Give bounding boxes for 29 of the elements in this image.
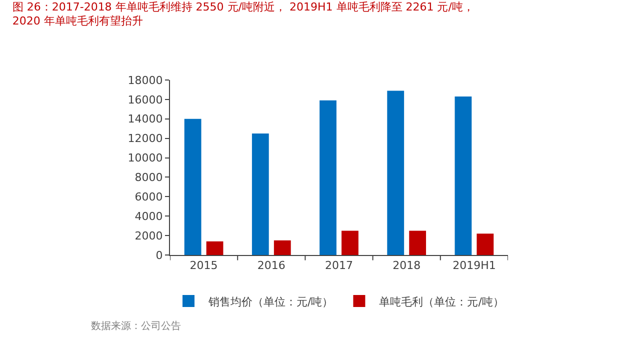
bar [409, 230, 426, 255]
y-tick-label: 10000 [128, 152, 163, 165]
source-note: 数据来源：公司公告 [91, 320, 181, 332]
bar [184, 118, 202, 255]
y-tick-label: 16000 [128, 93, 163, 106]
bar [476, 234, 494, 255]
x-tick-label: 2016 [257, 259, 286, 272]
y-tick-label: 6000 [134, 190, 163, 204]
y-tick-label: 8000 [134, 171, 163, 184]
y-tick-label: 12000 [128, 132, 163, 146]
y-tick-label: 0 [156, 248, 163, 262]
y-tick-label: 18000 [128, 74, 163, 87]
bar [342, 230, 358, 255]
bar [252, 133, 269, 255]
bar [320, 100, 336, 255]
bar [274, 240, 291, 255]
legend-label: 销售均价（单位：元/吨） [208, 295, 334, 308]
x-tick-label: 2018 [392, 259, 421, 272]
bar [454, 96, 472, 255]
y-tick-label: 4000 [134, 210, 163, 223]
x-tick-label: 2015 [190, 259, 218, 272]
x-tick-label: 2017 [325, 259, 353, 272]
bar [387, 90, 404, 255]
legend-label: 单吨毛利（单位：元/吨） [379, 295, 504, 308]
x-tick-label: 2019H1 [452, 259, 496, 272]
y-tick-label: 14000 [128, 112, 163, 126]
bar [206, 241, 224, 255]
y-tick-label: 2000 [134, 229, 163, 242]
chart-title: 图 26：2017-2018 年单吨毛利维持 2550 元/吨附近， 2019H1 单吨毛利降至 2261 元/吨， 2020 年单吨毛利有望抬升 [12, 0, 474, 28]
